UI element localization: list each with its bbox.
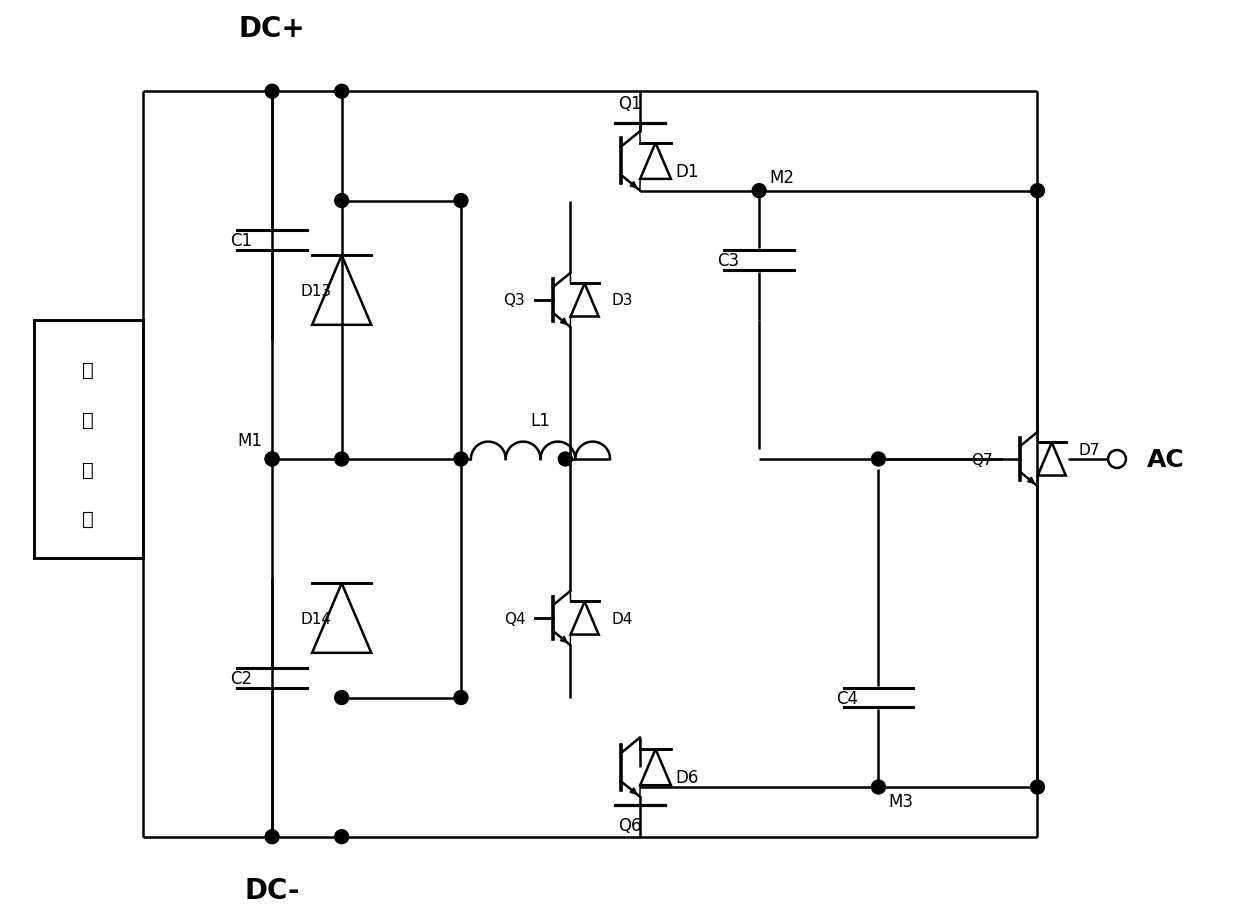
Circle shape [335, 830, 348, 844]
Text: C2: C2 [231, 669, 252, 686]
Circle shape [335, 452, 348, 467]
Circle shape [872, 780, 885, 794]
Text: Q1: Q1 [618, 95, 642, 113]
Text: Q3: Q3 [503, 293, 526, 308]
Text: DC+: DC+ [239, 15, 305, 42]
Circle shape [753, 185, 766, 199]
Text: D3: D3 [611, 293, 632, 308]
Circle shape [454, 452, 467, 467]
Text: Q4: Q4 [503, 611, 526, 626]
Text: D4: D4 [611, 611, 632, 626]
Circle shape [558, 452, 573, 467]
Circle shape [454, 195, 467, 209]
Text: 电: 电 [82, 460, 94, 479]
Text: D1: D1 [676, 163, 699, 180]
Text: AC: AC [1147, 448, 1184, 471]
Text: L1: L1 [531, 412, 551, 430]
Circle shape [265, 452, 279, 467]
Text: D14: D14 [301, 611, 332, 626]
Text: C3: C3 [717, 252, 739, 270]
Circle shape [265, 830, 279, 844]
Circle shape [335, 195, 348, 209]
Text: D13: D13 [300, 283, 332, 298]
Bar [33, 321, 143, 559]
Text: M2: M2 [769, 168, 794, 187]
Text: Q7: Q7 [971, 452, 992, 467]
Circle shape [1030, 185, 1044, 199]
Text: 源: 源 [82, 509, 94, 528]
Text: 流: 流 [82, 410, 94, 429]
Text: C4: C4 [837, 689, 858, 707]
Text: D6: D6 [676, 768, 699, 787]
Text: 直: 直 [82, 360, 94, 380]
Circle shape [335, 691, 348, 705]
Circle shape [265, 452, 279, 467]
Circle shape [872, 452, 885, 467]
Text: C1: C1 [231, 233, 252, 250]
Text: D7: D7 [1079, 442, 1100, 457]
Text: DC-: DC- [244, 877, 300, 904]
Circle shape [265, 85, 279, 99]
Text: M1: M1 [237, 432, 262, 449]
Circle shape [1030, 780, 1044, 794]
Circle shape [454, 691, 467, 705]
Text: M3: M3 [888, 792, 914, 810]
Circle shape [335, 85, 348, 99]
Text: Q6: Q6 [619, 816, 641, 834]
